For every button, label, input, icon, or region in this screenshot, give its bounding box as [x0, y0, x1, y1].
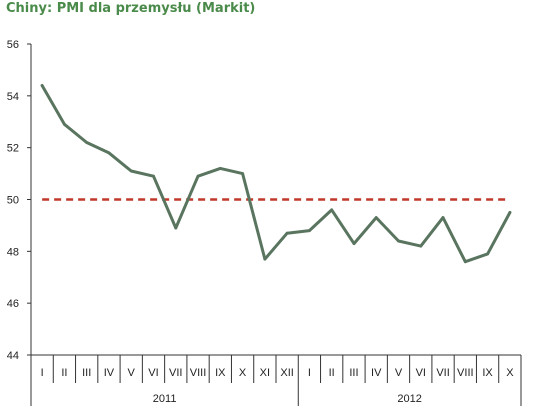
data-point — [308, 229, 311, 233]
y-axis: 44 46 48 50 52 54 56 — [7, 39, 32, 362]
data-point — [285, 231, 289, 235]
data-point — [374, 216, 378, 220]
data-point — [107, 151, 111, 155]
data-point — [441, 216, 445, 220]
data-point — [40, 84, 44, 87]
x-tick-label: X — [506, 367, 514, 379]
year-label: 2012 — [397, 393, 421, 405]
y-tick-label: 48 — [7, 246, 19, 258]
y-tick-label: 56 — [7, 39, 19, 51]
data-point — [85, 141, 89, 144]
data-point — [129, 169, 133, 173]
data-point — [241, 172, 244, 175]
data-point — [196, 174, 200, 178]
series-group — [40, 84, 512, 264]
x-tick-label: VII — [169, 367, 182, 379]
x-tick-label: II — [61, 367, 67, 379]
x-tick-label: V — [395, 367, 403, 379]
data-point — [419, 244, 423, 248]
data-point — [508, 211, 512, 214]
x-axis: I II III IV V VI VII VIII IX X XI XII I II III IV V VI VII… — [30, 354, 522, 406]
data-point — [218, 167, 222, 170]
x-tick-label: IV — [371, 367, 382, 379]
x-tick-label: V — [128, 367, 136, 379]
data-point — [330, 208, 334, 212]
y-tick-label: 54 — [7, 91, 19, 103]
x-tick-label: IX — [215, 367, 226, 379]
y-tick-label: 44 — [7, 350, 19, 362]
y-tick-label: 50 — [7, 195, 19, 207]
data-point — [152, 174, 155, 178]
data-point — [352, 242, 356, 245]
x-tick-label: VI — [416, 367, 426, 379]
x-tick-label: III — [349, 367, 358, 379]
data-point — [174, 226, 178, 230]
x-tick-label: VI — [148, 367, 158, 379]
x-tick-label: VIII — [457, 367, 474, 379]
x-tick-label: VII — [436, 367, 449, 379]
y-tick-label: 46 — [7, 298, 19, 310]
chart-title: Chiny: PMI dla przemysłu (Markit) — [6, 1, 256, 16]
x-tick-label: I — [308, 367, 311, 379]
data-point — [397, 239, 400, 243]
x-tick-label: XI — [260, 367, 270, 379]
x-tick-label: I — [41, 367, 44, 379]
data-point — [63, 122, 66, 126]
data-point — [486, 252, 489, 256]
data-point — [263, 257, 267, 261]
x-tick-label: IX — [482, 367, 493, 379]
x-tick-label: XII — [280, 367, 293, 379]
x-tick-label: II — [329, 367, 335, 379]
x-tick-label: X — [239, 367, 247, 379]
x-tick-label: III — [82, 367, 91, 379]
x-tick-label: IV — [104, 367, 115, 379]
year-label: 2011 — [153, 393, 177, 405]
series-line — [40, 84, 512, 264]
y-tick-label: 52 — [7, 143, 19, 155]
data-point — [463, 260, 467, 264]
x-tick-label: VIII — [190, 367, 207, 379]
